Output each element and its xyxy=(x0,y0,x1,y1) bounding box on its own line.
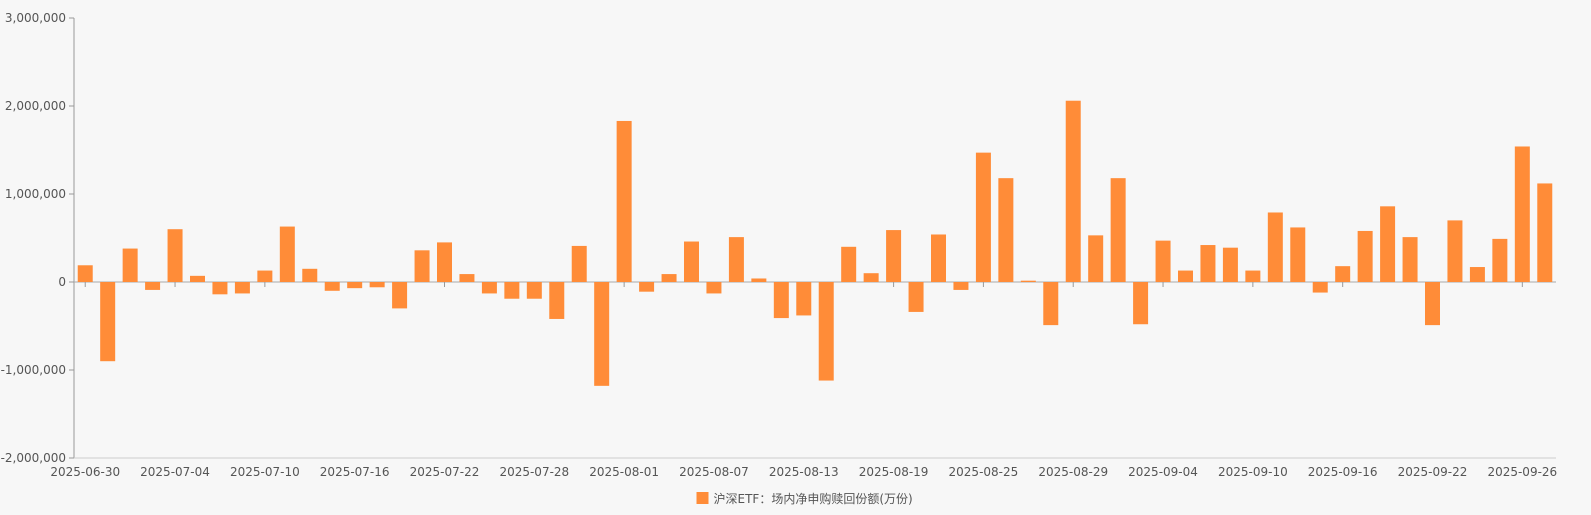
bar xyxy=(167,229,183,282)
bar xyxy=(1447,220,1463,282)
bar xyxy=(931,234,946,282)
x-tick-label: 2025-09-22 xyxy=(1398,465,1468,479)
bar xyxy=(1402,237,1418,282)
x-tick-label: 2025-07-16 xyxy=(320,465,390,479)
bar xyxy=(145,282,161,290)
y-tick-labels: -2,000,000 -1,000,000 0 1,000,000 2,000,000 3… xyxy=(1,11,66,465)
x-tick-label: 2025-08-13 xyxy=(769,465,839,479)
bar xyxy=(1065,100,1081,282)
bar xyxy=(639,282,655,292)
legend[interactable]: 沪深ETF：场内净申购赎回份额(万份) xyxy=(696,491,913,506)
bar xyxy=(1133,282,1149,325)
legend-label: 沪深ETF：场内净申购赎回份额(万份) xyxy=(714,491,913,506)
bar xyxy=(347,282,363,289)
bar xyxy=(571,245,587,282)
y-tick-label: 2,000,000 xyxy=(5,99,66,113)
bar xyxy=(1110,178,1126,282)
bar xyxy=(302,268,318,282)
bar xyxy=(908,282,924,312)
bar xyxy=(549,282,565,319)
bar xyxy=(526,282,542,299)
bar xyxy=(414,250,430,282)
x-tick-label: 2025-09-10 xyxy=(1218,465,1288,479)
bar xyxy=(1290,227,1306,282)
bar xyxy=(953,282,969,290)
bar xyxy=(841,246,857,282)
bar xyxy=(1335,266,1351,282)
bar xyxy=(1514,146,1530,282)
bar xyxy=(1537,183,1553,282)
bar xyxy=(751,278,767,282)
bar xyxy=(661,274,677,282)
bar xyxy=(1267,212,1283,282)
x-tick-label: 2025-09-26 xyxy=(1487,465,1557,479)
bar xyxy=(437,242,452,282)
legend-swatch xyxy=(696,492,709,504)
bar xyxy=(886,230,902,282)
bar xyxy=(818,282,834,381)
bar xyxy=(684,241,699,282)
bar xyxy=(1088,235,1104,282)
bar xyxy=(212,282,228,295)
bar xyxy=(1020,280,1036,282)
bar xyxy=(122,248,138,282)
bar xyxy=(1357,230,1373,282)
bar xyxy=(1469,267,1485,282)
y-tick-label: 3,000,000 xyxy=(5,11,66,25)
bar xyxy=(863,273,879,282)
y-tick-label: 1,000,000 xyxy=(5,187,66,201)
x-tick-label: 2025-09-16 xyxy=(1308,465,1378,479)
bar xyxy=(1380,206,1396,282)
bar xyxy=(773,282,789,319)
bar xyxy=(1178,270,1193,282)
x-tick-label: 2025-08-25 xyxy=(949,465,1019,479)
bar xyxy=(975,152,991,282)
bar xyxy=(594,282,610,386)
x-tick-label: 2025-08-19 xyxy=(859,465,929,479)
bar xyxy=(1222,247,1238,282)
bar xyxy=(257,270,273,282)
bar xyxy=(998,178,1014,282)
bar xyxy=(481,282,497,294)
bar xyxy=(1043,282,1059,326)
bar xyxy=(728,237,744,282)
x-tick-label: 2025-07-10 xyxy=(230,465,300,479)
bar xyxy=(369,282,385,288)
bar xyxy=(1425,282,1440,326)
bar xyxy=(1200,245,1216,282)
bar xyxy=(796,282,812,316)
x-tick-label: 2025-06-30 xyxy=(50,465,120,479)
bar xyxy=(459,274,475,282)
bar xyxy=(1312,282,1328,293)
x-tick-label: 2025-08-07 xyxy=(679,465,749,479)
y-tick-label: 0 xyxy=(58,275,66,289)
bar xyxy=(279,226,295,282)
bars xyxy=(77,100,1553,386)
x-tick-label: 2025-07-04 xyxy=(140,465,210,479)
bar xyxy=(392,282,408,309)
y-tick-label: -2,000,000 xyxy=(1,451,66,465)
bar xyxy=(616,120,632,283)
x-tick-label: 2025-08-01 xyxy=(589,465,659,479)
bar xyxy=(324,282,340,291)
bar xyxy=(1492,238,1508,282)
x-tick-label: 2025-08-29 xyxy=(1038,465,1108,479)
x-tick-labels: 2025-06-30 2025-07-04 2025-07-10 2025-07-16… xyxy=(50,465,1557,479)
bar xyxy=(1155,240,1171,282)
bar xyxy=(234,282,250,294)
bar xyxy=(504,282,520,299)
bar xyxy=(706,282,722,294)
y-tick-label: -1,000,000 xyxy=(1,363,66,377)
x-tick-label: 2025-09-04 xyxy=(1128,465,1198,479)
x-tick-label: 2025-07-28 xyxy=(499,465,569,479)
x-tick-label: 2025-07-22 xyxy=(410,465,480,479)
bar xyxy=(100,282,116,362)
bar xyxy=(190,275,205,282)
bar xyxy=(77,265,93,282)
bar xyxy=(1245,270,1261,282)
